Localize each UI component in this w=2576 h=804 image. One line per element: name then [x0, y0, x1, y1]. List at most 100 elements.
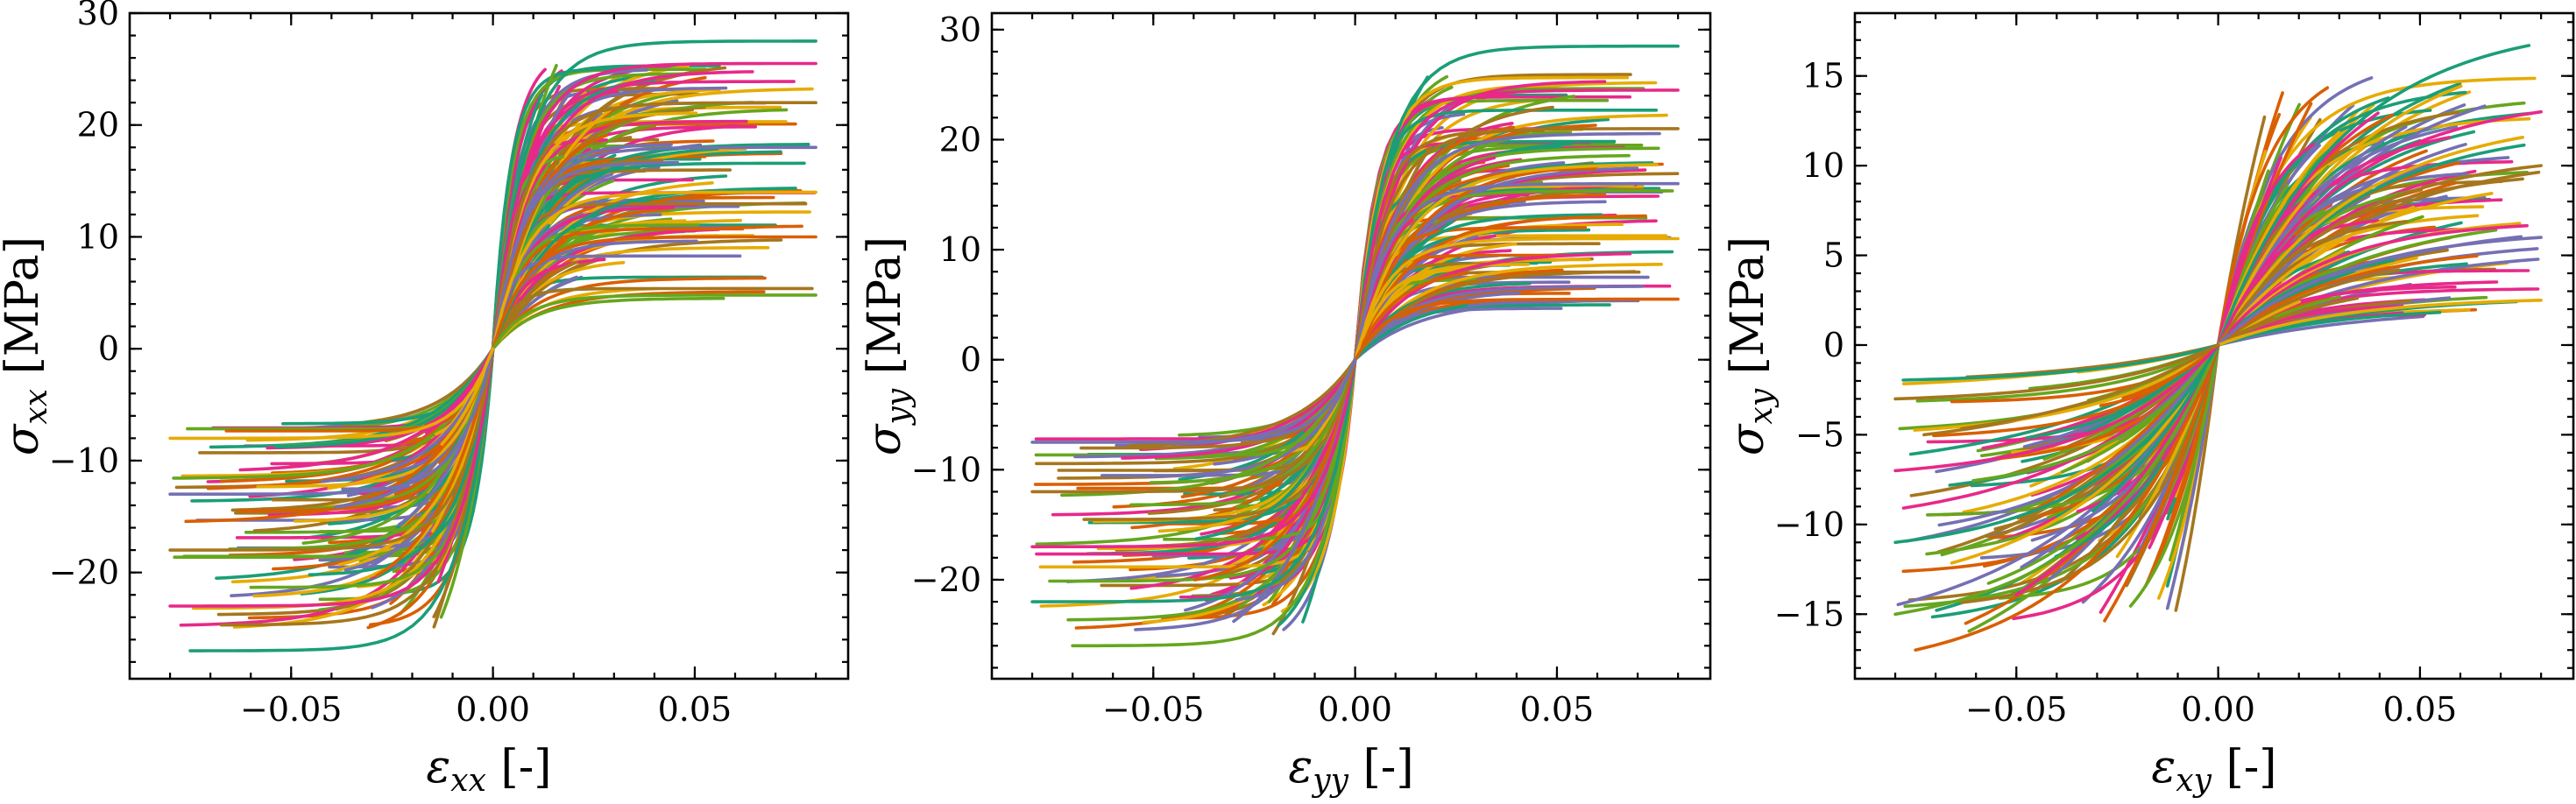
- curve-yy: [1039, 357, 1357, 608]
- sample-series-yy: [1030, 357, 1357, 603]
- sample-series-xy: [2216, 109, 2543, 347]
- y-tick-label: 10: [77, 217, 119, 256]
- curve-xy: [2174, 343, 2220, 612]
- curve-xy: [2216, 86, 2330, 347]
- y-tick-label: −10: [49, 441, 119, 480]
- y-tick-label: −20: [911, 561, 981, 599]
- curve-xy: [2216, 170, 2541, 347]
- curve-xy: [2012, 343, 2220, 621]
- x-tick-label: −0.05: [1965, 690, 2067, 729]
- sample-series-yy: [1353, 127, 1680, 362]
- y-tick-label: 0: [1823, 326, 1844, 364]
- curves-xx: [168, 39, 817, 652]
- curve-yy: [1353, 262, 1530, 362]
- x-tick-label: 0.05: [2383, 690, 2458, 729]
- sample-series-xx: [491, 61, 817, 351]
- curve-yy: [1035, 357, 1357, 556]
- sample-series-yy: [1030, 357, 1357, 549]
- curve-yy: [1353, 163, 1659, 362]
- curve-yy: [1127, 357, 1357, 448]
- curve-xx: [219, 347, 495, 627]
- curve-xy: [2144, 343, 2220, 587]
- y-tick-label: 0: [98, 329, 119, 368]
- y-tick-label: 5: [1823, 236, 1844, 275]
- curve-xx: [491, 201, 808, 351]
- curve-xy: [1909, 343, 2220, 497]
- curve-xx: [491, 143, 673, 351]
- sample-series-xx: [168, 347, 495, 608]
- y-tick-label: −10: [1774, 505, 1844, 544]
- curve-xx: [491, 228, 721, 351]
- sample-series-xx: [168, 347, 495, 552]
- curve-xy: [2061, 343, 2220, 474]
- curve-xx: [491, 276, 767, 351]
- sample-series-yy: [1353, 297, 1680, 362]
- curve-xx: [308, 347, 495, 577]
- curve-xy: [2216, 136, 2524, 347]
- x-axis-label: εxx [-]: [426, 741, 551, 799]
- curve-yy: [1226, 357, 1357, 497]
- curve-xx: [491, 161, 806, 351]
- y-tick-label: 20: [939, 120, 981, 159]
- curve-xx: [224, 347, 495, 433]
- sample-series-xy: [1893, 343, 2220, 617]
- curve-yy: [1353, 131, 1661, 362]
- sample-series-yy: [1353, 181, 1680, 362]
- curve-xx: [491, 296, 725, 351]
- curve-xx: [172, 347, 495, 480]
- curve-xy: [2216, 223, 2529, 347]
- curve-xy: [2216, 254, 2479, 347]
- curve-xx: [491, 254, 742, 351]
- y-tick-label: 10: [1802, 146, 1844, 185]
- sample-series-xx: [168, 347, 495, 441]
- sample-series-yy: [1353, 88, 1680, 362]
- x-tick-label: 0.00: [456, 690, 530, 729]
- curve-yy: [1353, 270, 1637, 362]
- y-tick-label: −10: [911, 450, 981, 489]
- curve-xx: [256, 347, 495, 489]
- curve-xy: [2121, 343, 2220, 400]
- curve-xx: [375, 347, 495, 578]
- sample-series-yy: [1353, 44, 1680, 362]
- y-axis-label: σxx [MPa]: [0, 236, 54, 455]
- sample-series-xx: [491, 145, 817, 351]
- curve-xy: [1960, 343, 2220, 431]
- x-tick-label: 0.05: [658, 690, 732, 729]
- curve-yy: [1121, 357, 1357, 460]
- curve-xy: [2103, 343, 2220, 623]
- curve-yy: [1353, 262, 1663, 362]
- panel-yy: −0.05 0.00 0.05 −20 −10 0 10 20 30 εyy [-] σyy [MP…: [859, 11, 1712, 799]
- curve-yy: [1353, 214, 1647, 362]
- curve-xy: [1959, 343, 2220, 604]
- sample-series-xx: [491, 101, 817, 351]
- y-tick-label: 10: [939, 230, 981, 269]
- sample-series-xx: [188, 347, 495, 652]
- sample-series-xy: [1914, 343, 2220, 652]
- curve-yy: [1082, 357, 1357, 521]
- curve-xy: [1913, 343, 2220, 432]
- sample-series-xy: [2216, 236, 2543, 347]
- curve-xy: [2216, 84, 2463, 347]
- curve-xx: [491, 286, 814, 351]
- y-tick-label: −5: [1795, 415, 1844, 454]
- sample-series-yy: [1030, 357, 1357, 444]
- x-axis-label: εxy [-]: [2151, 741, 2276, 799]
- x-tick-label: 0.00: [1318, 690, 1392, 729]
- curve-yy: [1353, 303, 1468, 362]
- curve-xy: [2128, 343, 2220, 608]
- curve-xy: [1901, 343, 2220, 382]
- sample-series-xy: [2216, 164, 2543, 347]
- panel-xy: −0.05 0.00 0.05 −15 −10 −5 0 5 10 15 εxy [-] σxy [M…: [1722, 11, 2575, 799]
- sample-series-xx: [491, 293, 817, 351]
- curve-xx: [491, 258, 599, 351]
- sample-series-yy: [1071, 357, 1357, 648]
- sample-series-xy: [2216, 298, 2543, 347]
- curve-xy: [2091, 343, 2220, 513]
- y-tick-label: 15: [1802, 57, 1844, 95]
- curve-yy: [1353, 272, 1468, 362]
- curve-xx: [321, 347, 495, 483]
- sample-series-xx: [491, 235, 817, 351]
- curve-xx: [491, 260, 578, 351]
